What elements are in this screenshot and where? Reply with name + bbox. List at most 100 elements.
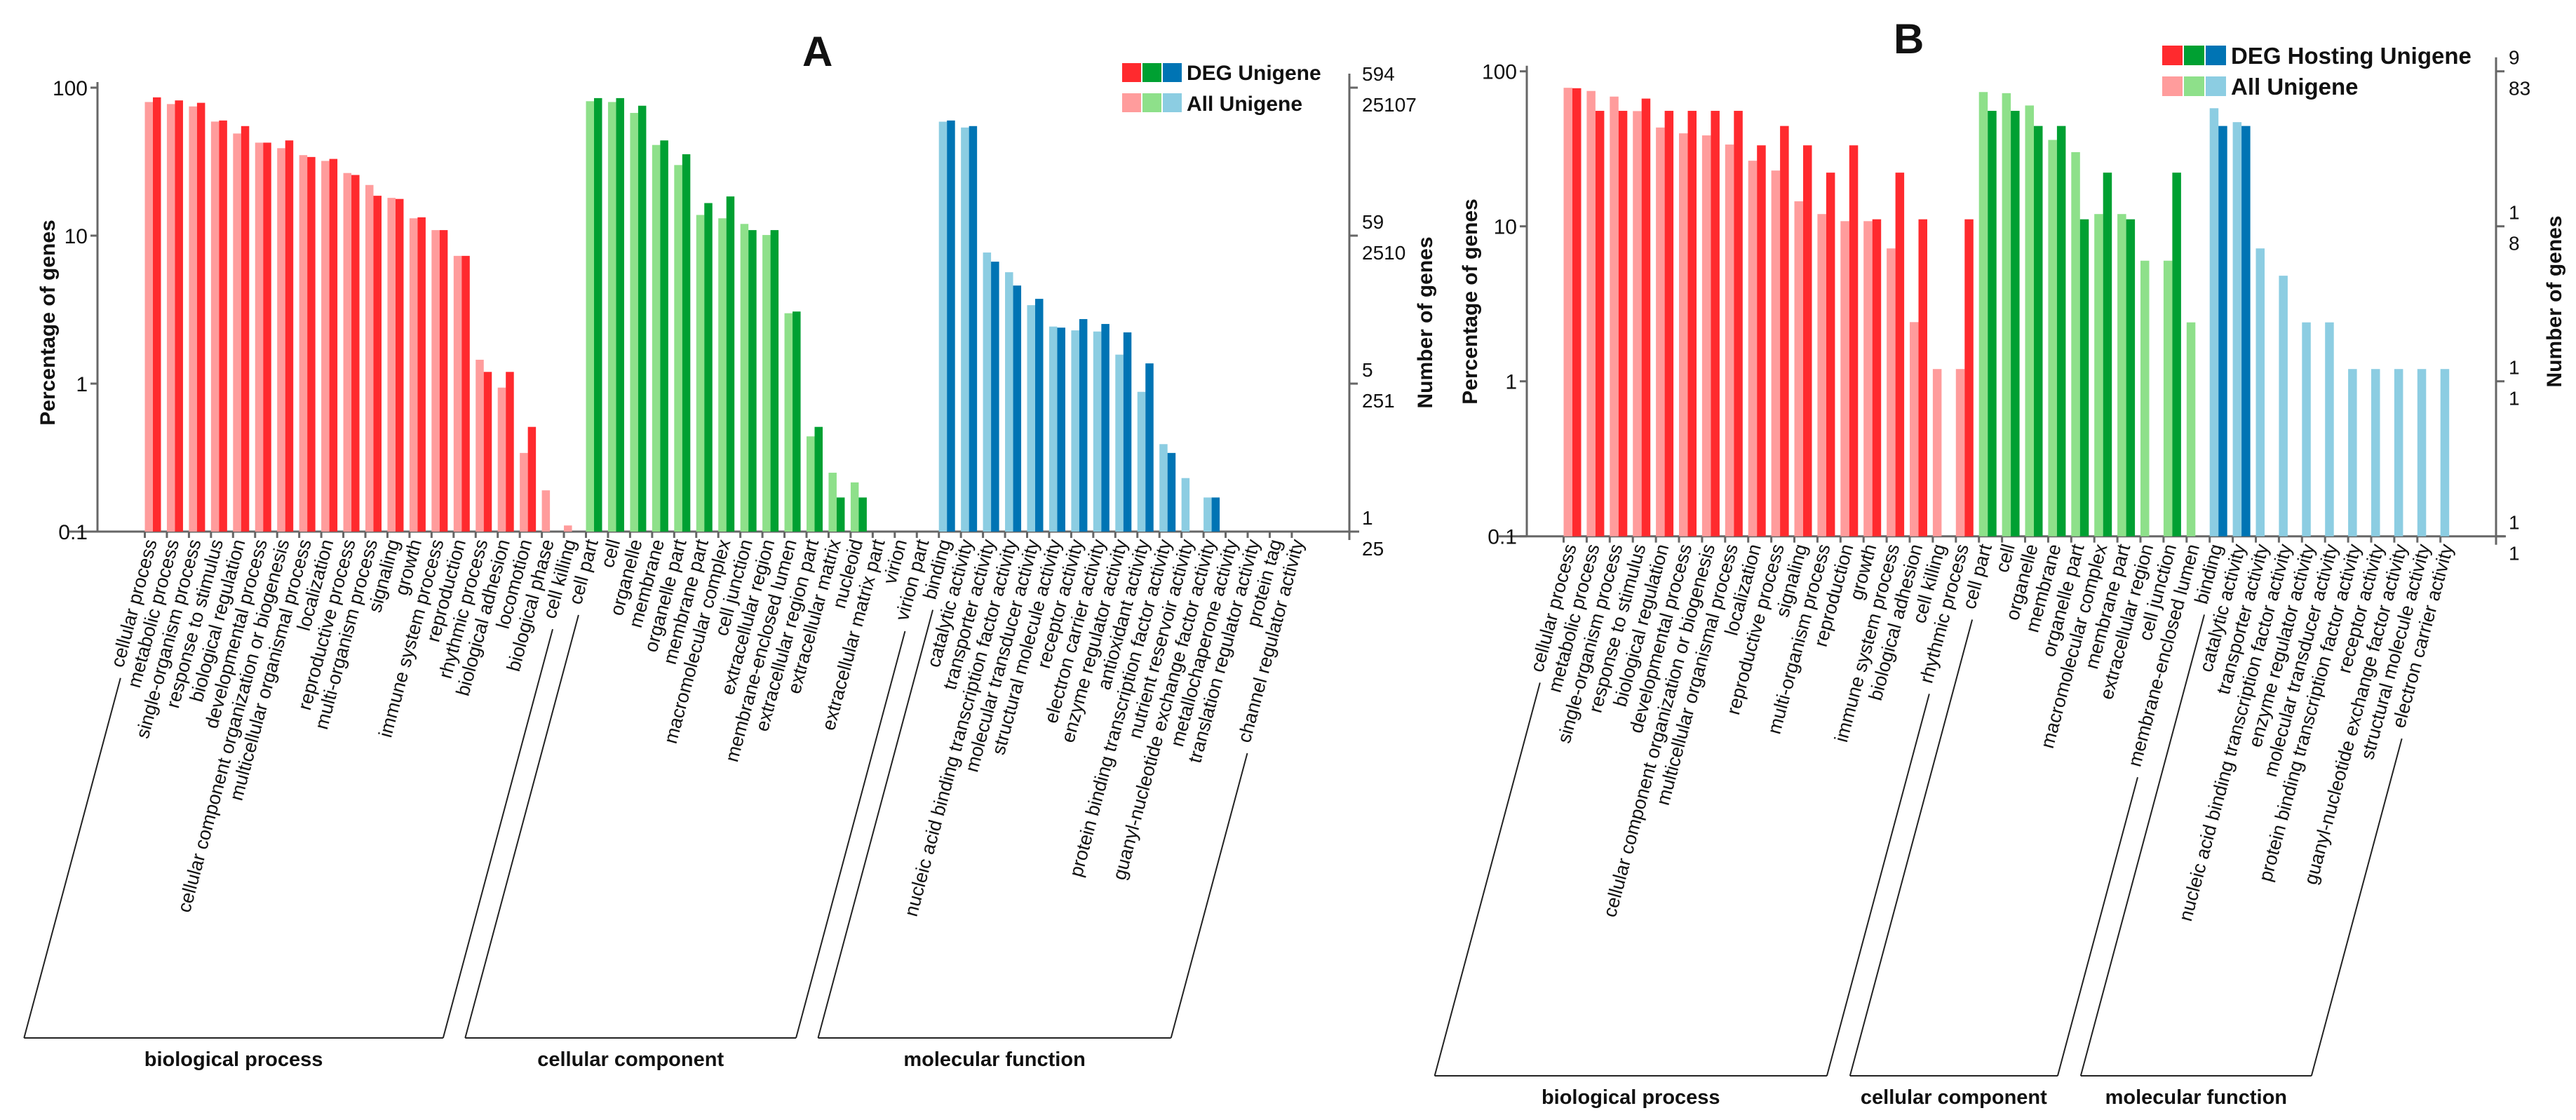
group-label: biological process bbox=[144, 1048, 323, 1071]
group-bracket-right bbox=[1170, 753, 1248, 1039]
bar-all-unigene bbox=[2232, 122, 2242, 537]
bar-all-unigene bbox=[189, 106, 197, 532]
bar-deg-unigene bbox=[2011, 111, 2020, 537]
bar-all-unigene bbox=[1563, 88, 1572, 537]
bar-all-unigene bbox=[1955, 369, 1965, 537]
right-tick-label-deg-count: 5 bbox=[1362, 359, 1373, 381]
bar-deg-unigene bbox=[2172, 173, 2181, 537]
bar-all-unigene bbox=[1932, 369, 1942, 537]
bar-all-unigene bbox=[828, 473, 837, 532]
panel-a-chart: A Percentage of genes Number of genes DE… bbox=[23, 28, 1437, 1071]
bar-all-unigene bbox=[1701, 135, 1711, 537]
bar-deg-unigene bbox=[1757, 145, 1766, 537]
bar-deg-unigene bbox=[1711, 111, 1720, 537]
bar-all-unigene bbox=[1771, 170, 1781, 537]
bar-deg-unigene bbox=[1687, 111, 1697, 537]
panel-title-a: A bbox=[802, 28, 832, 75]
bar-all-unigene bbox=[1071, 330, 1079, 532]
bar-all-unigene bbox=[2371, 369, 2380, 537]
bar-deg-unigene bbox=[1211, 497, 1220, 532]
bar-deg-unigene bbox=[1013, 285, 1022, 532]
bar-all-unigene bbox=[2186, 322, 2196, 537]
bar-all-unigene bbox=[497, 387, 506, 532]
bar-all-unigene bbox=[2255, 248, 2265, 537]
bar-all-unigene bbox=[1027, 305, 1035, 532]
bar-deg-unigene bbox=[2241, 126, 2251, 537]
bar-deg-unigene bbox=[2079, 219, 2089, 537]
bar-all-unigene bbox=[277, 148, 285, 532]
bar-deg-unigene bbox=[196, 102, 205, 532]
bar-all-unigene bbox=[1586, 90, 1596, 537]
bar-all-unigene bbox=[255, 142, 264, 532]
bar-deg-unigene bbox=[638, 105, 647, 532]
bar-all-unigene bbox=[1725, 144, 1734, 537]
legend-swatch-bp-deg bbox=[1122, 63, 1141, 82]
bar-all-unigene bbox=[740, 224, 749, 532]
bar-all-unigene bbox=[807, 436, 815, 532]
bar-all-unigene bbox=[1115, 354, 1124, 532]
bar-all-unigene bbox=[2140, 260, 2150, 537]
bar-deg-unigene bbox=[1101, 323, 1110, 532]
bar-deg-unigene bbox=[219, 120, 227, 532]
group-bracket-left bbox=[464, 614, 579, 1039]
bar-deg-unigene bbox=[1057, 328, 1065, 532]
bar-all-unigene bbox=[607, 102, 616, 532]
bar-deg-unigene bbox=[1780, 126, 1789, 537]
bar-all-unigene bbox=[476, 359, 484, 532]
bar-deg-unigene bbox=[836, 497, 845, 532]
y-tick-label: 10 bbox=[1494, 216, 1517, 239]
bar-all-unigene bbox=[784, 313, 793, 532]
bar-deg-unigene bbox=[793, 311, 801, 532]
legend-swatch-cc-all bbox=[1142, 93, 1161, 112]
group-label: molecular function bbox=[903, 1048, 1085, 1071]
bar-all-unigene bbox=[2048, 140, 2057, 537]
right-tick-label-deg-count: 1 bbox=[2509, 357, 2520, 379]
legend-swatch-bp-all bbox=[2162, 76, 2183, 96]
group-bracket-left bbox=[1849, 619, 1974, 1077]
bar-all-unigene bbox=[2117, 214, 2126, 537]
bar-deg-unigene bbox=[417, 217, 426, 532]
y-axis-title-right: Number of genes bbox=[2543, 215, 2566, 387]
bar-deg-unigene bbox=[2103, 173, 2112, 537]
bar-deg-unigene bbox=[858, 497, 867, 532]
bar-deg-unigene bbox=[1664, 111, 1674, 537]
bar-deg-unigene bbox=[153, 97, 161, 532]
panel-b-chart: B Percentage of genes Number of genes DE… bbox=[1434, 15, 2566, 1109]
bar-all-unigene bbox=[2025, 105, 2034, 537]
group-label: cellular component bbox=[1861, 1086, 2047, 1109]
bar-all-unigene bbox=[1159, 444, 1168, 532]
bar-deg-unigene bbox=[1988, 111, 1997, 537]
right-tick-label-all-count: 25107 bbox=[1362, 94, 1417, 116]
bar-deg-unigene bbox=[2056, 126, 2066, 537]
bar-deg-unigene bbox=[770, 230, 779, 532]
panel-title-b: B bbox=[1894, 15, 1924, 62]
legend-swatch-cc-all bbox=[2184, 76, 2204, 96]
y-tick-label: 1 bbox=[1505, 371, 1517, 394]
y-tick-label: 0.1 bbox=[58, 521, 88, 544]
bar-deg-unigene bbox=[175, 100, 183, 532]
bar-deg-unigene bbox=[1595, 111, 1605, 537]
right-tick-label-deg-count: 9 bbox=[2509, 47, 2520, 69]
bar-deg-unigene bbox=[241, 126, 250, 532]
bar-all-unigene bbox=[1203, 497, 1212, 532]
bar-deg-unigene bbox=[1803, 145, 1812, 537]
bar-all-unigene bbox=[2279, 276, 2288, 537]
bar-deg-unigene bbox=[285, 140, 294, 532]
bar-all-unigene bbox=[365, 184, 374, 532]
bar-all-unigene bbox=[541, 490, 551, 532]
bar-deg-unigene bbox=[373, 196, 382, 532]
legend-swatch-cc-deg bbox=[1142, 63, 1161, 82]
bar-all-unigene bbox=[586, 101, 594, 532]
group-bracket-left bbox=[23, 677, 121, 1039]
right-tick-label-all-count: 8 bbox=[2509, 233, 2520, 255]
bar-all-unigene bbox=[2394, 369, 2403, 537]
bar-deg-unigene bbox=[395, 198, 404, 532]
bar-deg-unigene bbox=[2034, 126, 2043, 537]
bar-deg-unigene bbox=[461, 255, 470, 532]
bar-deg-unigene bbox=[616, 97, 624, 532]
bar-deg-unigene bbox=[1167, 452, 1176, 532]
bar-deg-unigene bbox=[682, 154, 691, 532]
bar-all-unigene bbox=[1137, 391, 1146, 532]
group-bracket-right bbox=[795, 630, 906, 1039]
